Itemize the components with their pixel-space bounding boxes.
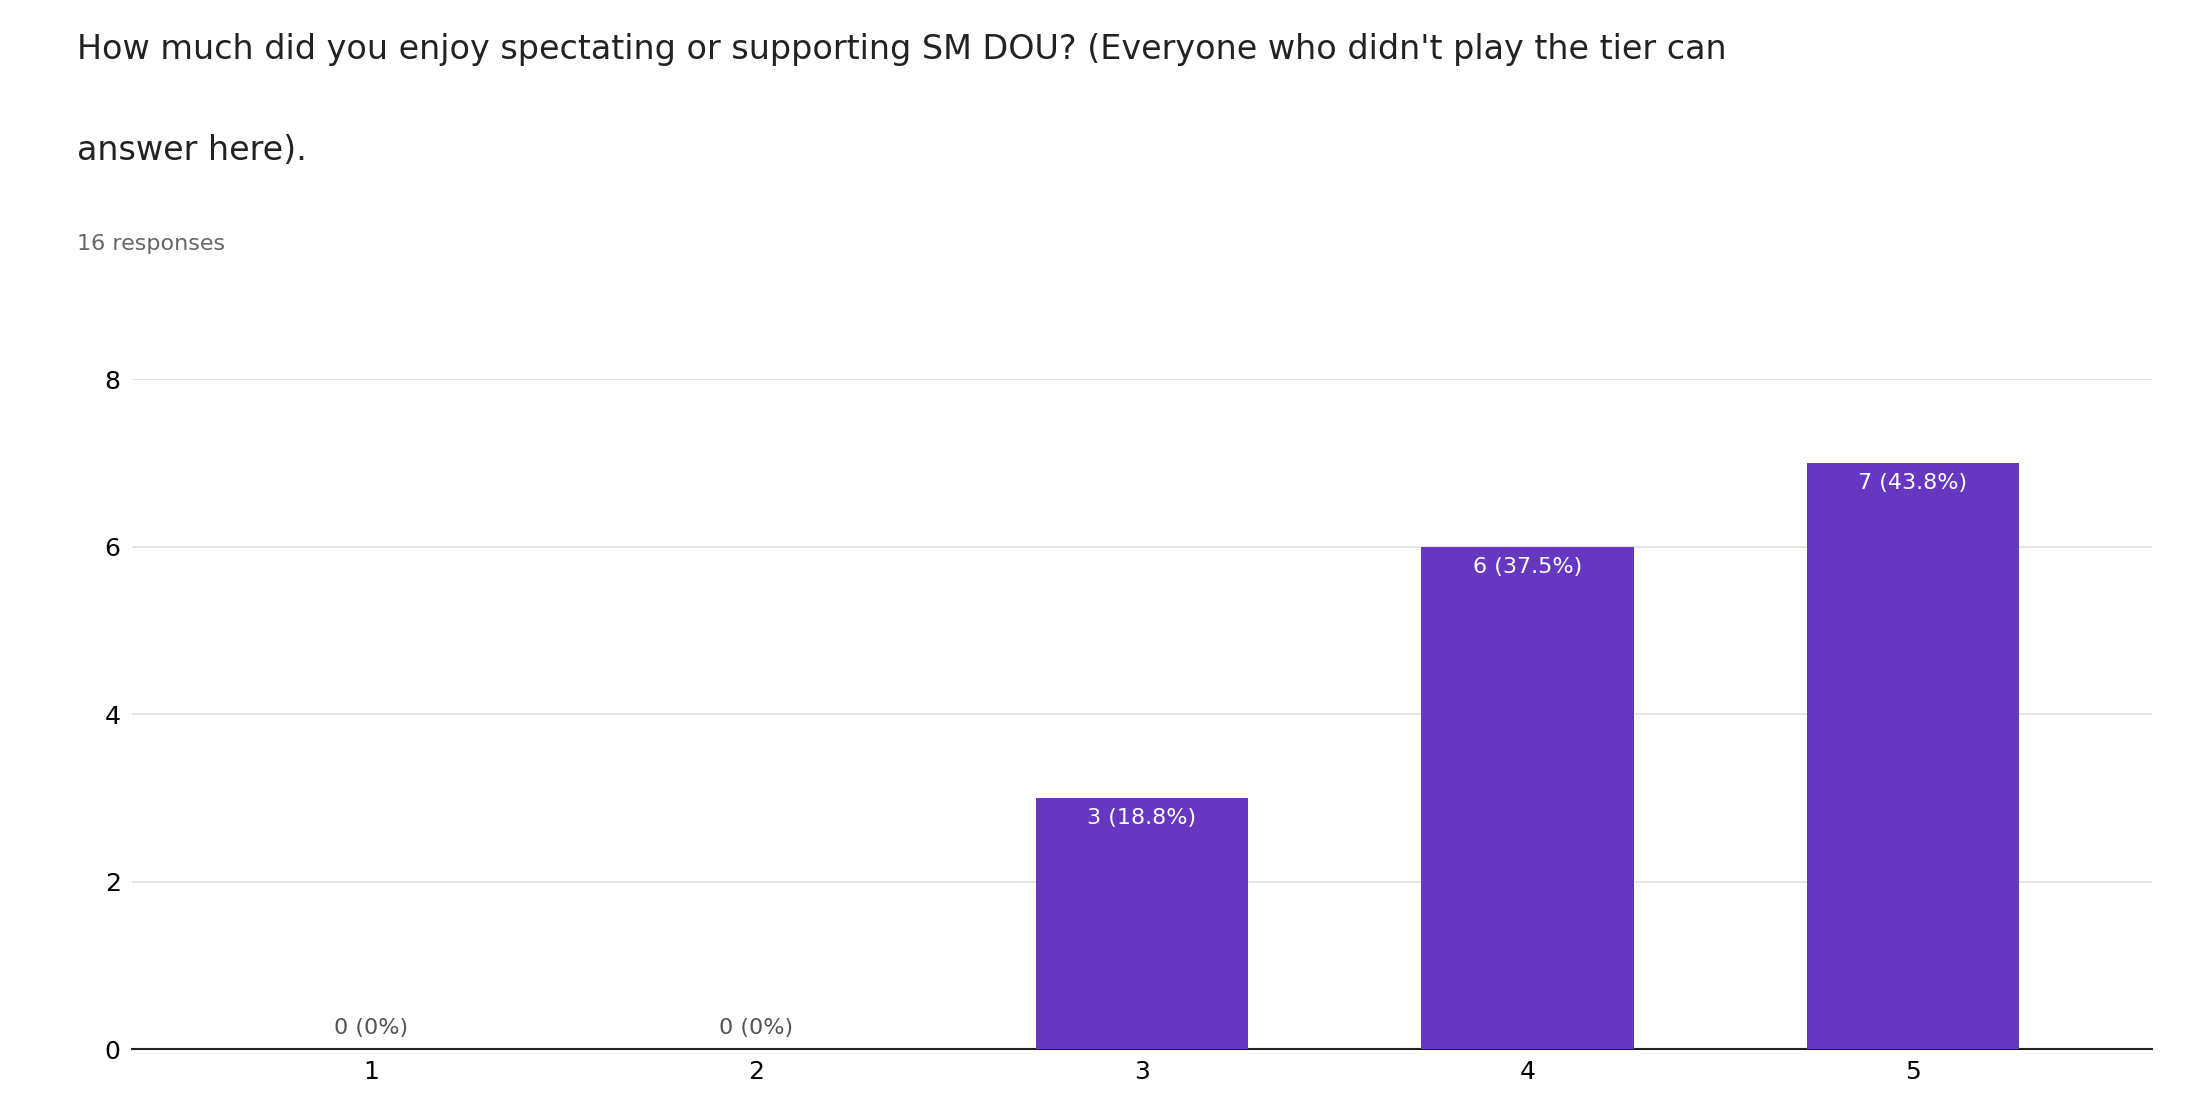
Text: 0 (0%): 0 (0%) (334, 1018, 408, 1038)
Text: 3 (18.8%): 3 (18.8%) (1087, 808, 1197, 828)
Text: 0 (0%): 0 (0%) (720, 1018, 793, 1038)
Bar (1421, 547, 1634, 1049)
Text: answer here).: answer here). (77, 134, 307, 167)
Text: 16 responses: 16 responses (77, 234, 224, 254)
Bar (1037, 798, 1247, 1049)
Text: 7 (43.8%): 7 (43.8%) (1858, 473, 1968, 493)
Bar (1807, 463, 2018, 1049)
Text: How much did you enjoy spectating or supporting SM DOU? (Everyone who didn't pla: How much did you enjoy spectating or sup… (77, 33, 1726, 67)
Text: 6 (37.5%): 6 (37.5%) (1474, 557, 1581, 577)
